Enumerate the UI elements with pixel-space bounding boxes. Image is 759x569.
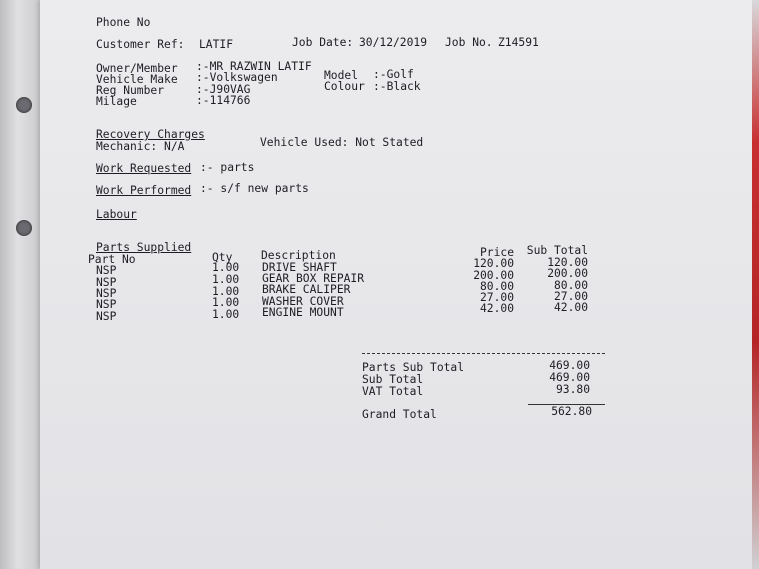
grand-total-rule xyxy=(528,404,605,405)
phone-label: Phone No xyxy=(96,16,151,29)
owner-label: Owner/Member xyxy=(96,62,178,75)
sub-total: 200.00 xyxy=(547,267,588,280)
sub-total: 42.00 xyxy=(553,301,588,314)
part-no: NSP xyxy=(96,264,117,277)
price: 120.00 xyxy=(473,257,514,270)
work-performed: :- s/f new parts xyxy=(200,182,309,195)
model-label: Model xyxy=(324,69,359,82)
col-price: Price xyxy=(479,246,514,259)
work-performed-label: Work Performed xyxy=(96,184,192,197)
totals-divider xyxy=(362,353,605,354)
customer-ref: LATIF xyxy=(199,38,234,51)
description: ENGINE MOUNT xyxy=(262,306,344,319)
price: 200.00 xyxy=(473,269,514,282)
sub-total: 27.00 xyxy=(553,290,588,303)
description: BRAKE CALIPER xyxy=(262,283,351,296)
price: 80.00 xyxy=(479,280,514,293)
job-date-label: Job Date: xyxy=(292,36,354,49)
col-sub-total: Sub Total xyxy=(526,244,588,257)
parts-sub-total-label: Parts Sub Total xyxy=(362,361,465,374)
col-qty: Qty xyxy=(212,251,233,264)
mechanic: Mechanic: N/A xyxy=(96,140,185,153)
owner: :-MR RAZWIN LATIF xyxy=(196,60,312,73)
description: DRIVE SHAFT xyxy=(262,261,337,274)
recovery-charges-label: Recovery Charges xyxy=(96,128,205,141)
price: 27.00 xyxy=(479,291,514,304)
customer-ref-label: Customer Ref: xyxy=(96,38,185,51)
price: 42.00 xyxy=(479,302,514,315)
job-no-label: Job No. xyxy=(445,36,493,49)
parts-supplied-title: Parts Supplied xyxy=(96,241,192,254)
reg: :-J90VAG xyxy=(196,83,251,96)
sub-total: 80.00 xyxy=(553,279,588,292)
colour-label: Colour xyxy=(324,80,365,93)
colour: :-Black xyxy=(373,80,421,93)
sub-total-label: Sub Total xyxy=(362,373,424,386)
qty: 1.00 xyxy=(212,285,240,298)
vat-value: 93.80 xyxy=(555,383,590,396)
punch-hole xyxy=(16,97,32,113)
col-part-no: Part No xyxy=(88,253,136,266)
reg-label: Reg Number xyxy=(96,84,165,97)
parts-sub-total: 469.00 xyxy=(549,359,590,372)
part-no: NSP xyxy=(96,298,117,311)
description: WASHER COVER xyxy=(262,295,344,308)
folder-edge xyxy=(752,0,759,569)
labour-label: Labour xyxy=(96,208,137,221)
vat-label: VAT Total xyxy=(362,385,424,398)
job-no: Z14591 xyxy=(498,36,539,49)
binder-ring xyxy=(16,220,32,236)
sub-total: 120.00 xyxy=(547,256,588,269)
sub-total-value: 469.00 xyxy=(549,371,590,384)
model: :-Golf xyxy=(373,68,414,81)
part-no: NSP xyxy=(96,310,117,323)
job-date: 30/12/2019 xyxy=(359,36,428,49)
make-label: Vehicle Make xyxy=(96,73,178,86)
qty: 1.00 xyxy=(212,296,240,309)
qty: 1.00 xyxy=(212,308,240,321)
milage: :-114766 xyxy=(196,94,251,107)
make: :-Volkswagen xyxy=(196,71,278,84)
part-no: NSP xyxy=(96,276,117,289)
qty: 1.00 xyxy=(212,261,240,274)
description: GEAR BOX REPAIR xyxy=(262,272,365,285)
qty: 1.00 xyxy=(212,273,240,286)
vehicle-used: Vehicle Used: Not Stated xyxy=(260,136,424,149)
binder-sleeve xyxy=(0,0,44,569)
work-requested: :- parts xyxy=(200,161,255,174)
job-sheet xyxy=(40,0,752,569)
grand-total-label: Grand Total xyxy=(362,408,437,421)
milage-label: Milage xyxy=(96,95,137,108)
grand-total: 562.80 xyxy=(551,405,592,418)
work-requested-label: Work Requested xyxy=(96,162,192,175)
part-no: NSP xyxy=(96,287,117,300)
col-description: Description xyxy=(261,249,336,262)
